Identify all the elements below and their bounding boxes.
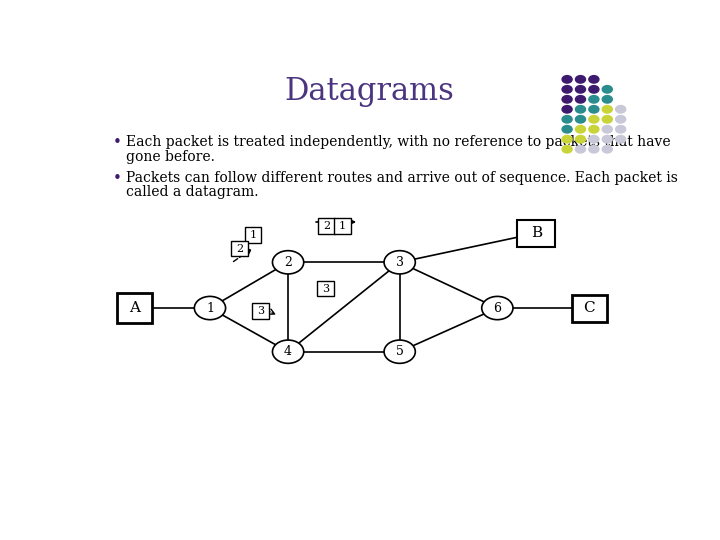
Circle shape xyxy=(589,125,599,133)
Text: C: C xyxy=(584,301,595,315)
Circle shape xyxy=(589,116,599,123)
Circle shape xyxy=(602,85,612,93)
Circle shape xyxy=(589,145,599,153)
Text: 1: 1 xyxy=(249,230,256,240)
Text: 6: 6 xyxy=(493,301,501,314)
Circle shape xyxy=(562,76,572,83)
Circle shape xyxy=(602,125,612,133)
Circle shape xyxy=(272,340,304,363)
Circle shape xyxy=(616,136,626,143)
Circle shape xyxy=(562,85,572,93)
Circle shape xyxy=(562,96,572,103)
FancyBboxPatch shape xyxy=(231,241,248,256)
Circle shape xyxy=(272,251,304,274)
Text: A: A xyxy=(129,301,140,315)
Text: called a datagram.: called a datagram. xyxy=(126,185,258,199)
Text: 1: 1 xyxy=(338,221,346,231)
Text: 2: 2 xyxy=(323,221,330,231)
Text: 3: 3 xyxy=(396,256,404,269)
FancyBboxPatch shape xyxy=(334,218,351,234)
Circle shape xyxy=(602,116,612,123)
Circle shape xyxy=(602,145,612,153)
FancyBboxPatch shape xyxy=(317,281,334,296)
Circle shape xyxy=(602,136,612,143)
Circle shape xyxy=(562,116,572,123)
Text: B: B xyxy=(531,226,542,240)
Circle shape xyxy=(194,296,225,320)
Circle shape xyxy=(575,105,585,113)
Circle shape xyxy=(589,76,599,83)
Circle shape xyxy=(562,105,572,113)
Circle shape xyxy=(575,116,585,123)
Circle shape xyxy=(575,125,585,133)
FancyBboxPatch shape xyxy=(572,294,607,321)
Circle shape xyxy=(575,96,585,103)
Circle shape xyxy=(602,96,612,103)
Circle shape xyxy=(384,251,415,274)
Text: 4: 4 xyxy=(284,345,292,358)
Text: •: • xyxy=(112,171,121,186)
FancyBboxPatch shape xyxy=(518,220,555,247)
Circle shape xyxy=(562,136,572,143)
Text: 1: 1 xyxy=(206,301,214,314)
Circle shape xyxy=(589,96,599,103)
Text: 5: 5 xyxy=(396,345,404,358)
Circle shape xyxy=(384,340,415,363)
Circle shape xyxy=(575,85,585,93)
Text: •: • xyxy=(112,136,121,151)
Circle shape xyxy=(575,136,585,143)
Text: Datagrams: Datagrams xyxy=(284,76,454,107)
FancyBboxPatch shape xyxy=(252,303,269,319)
Circle shape xyxy=(616,105,626,113)
Text: Each packet is treated independently, with no reference to packets that have: Each packet is treated independently, wi… xyxy=(126,136,671,150)
Circle shape xyxy=(602,105,612,113)
Circle shape xyxy=(562,125,572,133)
Circle shape xyxy=(575,145,585,153)
Text: 3: 3 xyxy=(256,306,264,316)
Text: Packets can follow different routes and arrive out of sequence. Each packet is: Packets can follow different routes and … xyxy=(126,171,678,185)
Circle shape xyxy=(562,145,572,153)
Circle shape xyxy=(589,105,599,113)
FancyBboxPatch shape xyxy=(245,227,261,243)
Circle shape xyxy=(575,76,585,83)
Circle shape xyxy=(482,296,513,320)
Circle shape xyxy=(616,116,626,123)
Text: 3: 3 xyxy=(322,284,329,294)
Circle shape xyxy=(589,136,599,143)
Text: 2: 2 xyxy=(284,256,292,269)
Circle shape xyxy=(589,85,599,93)
Text: gone before.: gone before. xyxy=(126,150,215,164)
FancyBboxPatch shape xyxy=(117,293,152,323)
FancyBboxPatch shape xyxy=(318,218,335,234)
Text: 2: 2 xyxy=(236,244,243,254)
Circle shape xyxy=(616,125,626,133)
